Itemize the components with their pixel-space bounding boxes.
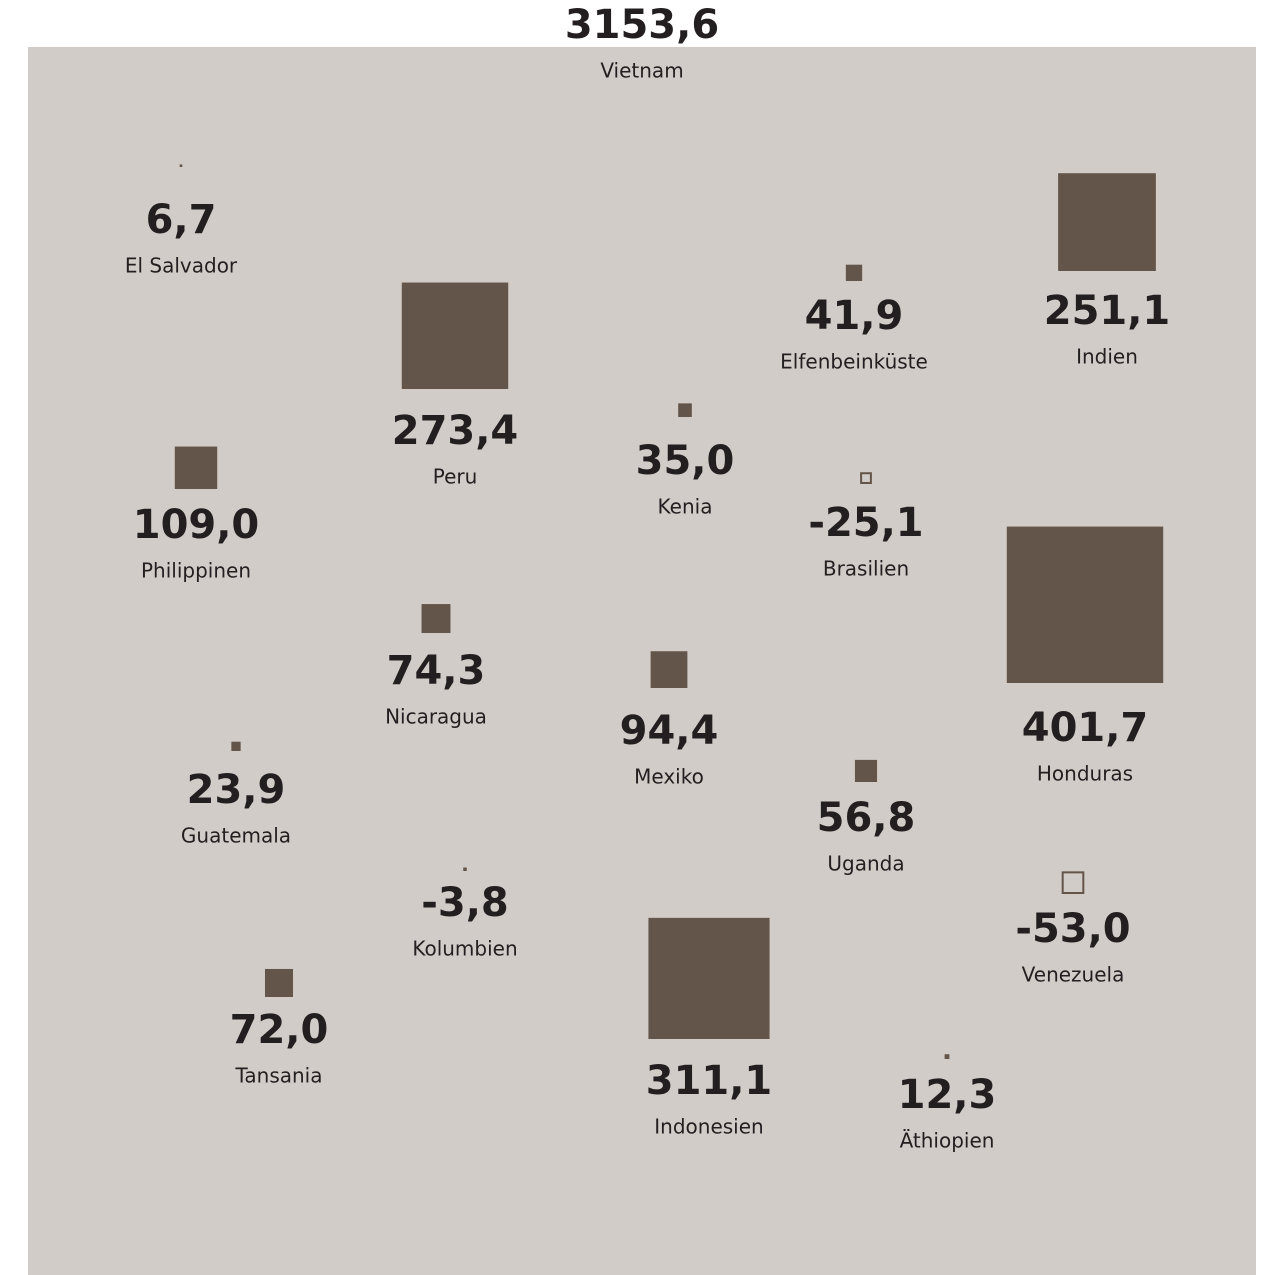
value-label: 12,3: [898, 1072, 997, 1118]
value-label: 74,3: [387, 648, 486, 694]
category-label: Kolumbien: [412, 937, 517, 961]
square: [860, 472, 872, 485]
square: [854, 759, 878, 782]
value-label: 6,7: [146, 197, 217, 243]
category-label: Indonesien: [654, 1115, 763, 1139]
category-label: Nicaragua: [385, 705, 487, 729]
category-label: Äthiopien: [900, 1129, 995, 1153]
square: [264, 968, 294, 997]
value-label: 311,1: [646, 1058, 773, 1104]
value-label: 273,4: [392, 408, 519, 454]
value-label: 56,8: [817, 795, 916, 841]
square: [174, 446, 218, 489]
category-label: Elfenbeinküste: [780, 350, 928, 374]
category-label: Peru: [433, 465, 478, 489]
square: [650, 651, 688, 688]
value-label: 109,0: [133, 502, 260, 548]
category-label: El Salvador: [125, 254, 238, 278]
square: [845, 264, 863, 281]
category-label: Kenia: [658, 495, 713, 519]
value-label: 94,4: [620, 708, 719, 754]
value-label: -25,1: [808, 500, 923, 546]
value-label: 251,1: [1044, 288, 1171, 334]
category-label: Uganda: [827, 852, 904, 876]
value-label: 23,9: [187, 767, 286, 813]
square: [1006, 526, 1164, 683]
value-label: 3153,6: [565, 2, 719, 48]
square: [1061, 871, 1085, 895]
category-label: Indien: [1076, 345, 1138, 369]
square: [648, 917, 770, 1039]
square: [421, 604, 451, 633]
category-label: Venezuela: [1022, 963, 1125, 987]
value-label: 72,0: [230, 1007, 329, 1053]
category-label: Tansania: [234, 1064, 322, 1088]
category-label: Vietnam: [600, 59, 683, 83]
category-label: Honduras: [1037, 762, 1133, 786]
category-label: Mexiko: [634, 765, 704, 789]
square: [231, 741, 241, 751]
value-label: -53,0: [1015, 906, 1130, 952]
category-label: Guatemala: [181, 824, 291, 848]
category-label: Brasilien: [823, 557, 909, 581]
square: [401, 282, 509, 389]
value-label: 41,9: [805, 293, 904, 339]
square: [179, 164, 183, 167]
value-label: -3,8: [421, 880, 508, 926]
value-label: 35,0: [636, 438, 735, 484]
category-label: Philippinen: [141, 559, 251, 583]
square: [678, 403, 692, 417]
square: [463, 867, 467, 871]
square: [1058, 173, 1156, 271]
value-label: 401,7: [1022, 705, 1149, 751]
square: [944, 1054, 950, 1059]
